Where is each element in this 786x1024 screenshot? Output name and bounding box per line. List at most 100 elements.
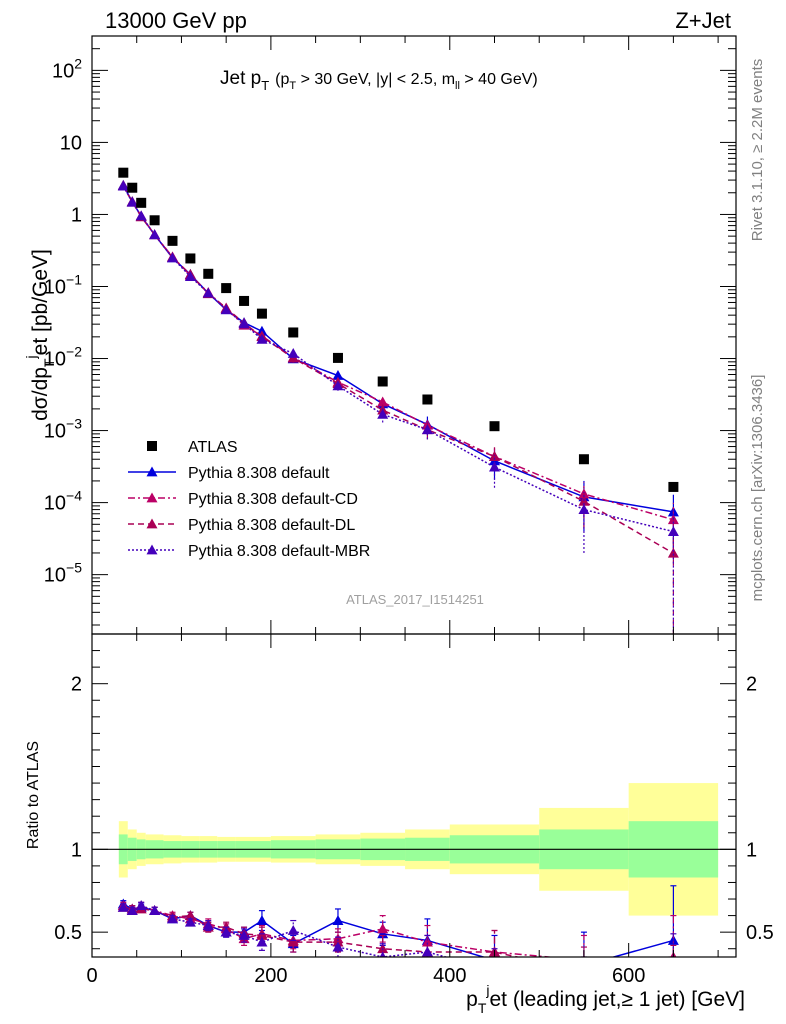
point-main [117, 180, 129, 191]
point-main [256, 333, 268, 344]
point-main [287, 348, 299, 358]
point-main [220, 304, 232, 315]
y-tick-base: 10 [44, 493, 66, 515]
y-tick-base: 10 [44, 421, 66, 443]
title-main: Jet p [220, 68, 261, 89]
point-ratio [220, 926, 232, 937]
ratio-tick-label-left: 1 [71, 839, 82, 861]
ylabel-b: et [pb/GeV] [29, 249, 52, 355]
point-ratio [421, 936, 433, 947]
atlas-point [422, 394, 433, 405]
atlas-point [668, 481, 679, 492]
point-ratio [421, 946, 433, 957]
x-axis-label: pTjet (leading jet,≥ 1 jet) [GeV] [466, 982, 745, 1016]
x-tick-label: 600 [612, 965, 645, 987]
y-tick-label: 10 [60, 132, 82, 154]
atlas-point [578, 454, 589, 465]
ratio-tick-label-left: 2 [71, 674, 82, 696]
series-line-ratio [122, 904, 674, 957]
y-tick-label: 10−5 [44, 560, 82, 587]
atlas-point [127, 182, 138, 193]
legend-marker [146, 544, 158, 555]
point-ratio [117, 901, 129, 912]
point-ratio [379, 951, 386, 957]
point-main [489, 450, 500, 461]
ratio-uncertainty-bands [92, 783, 736, 916]
point-main [202, 287, 214, 298]
point-main [667, 526, 679, 536]
point-ratio [184, 910, 196, 920]
y-tick-exp: −1 [66, 271, 82, 287]
y-tick-label: 102 [52, 55, 82, 82]
legend-entry-label: Pythia 8.308 default-MBR [188, 543, 370, 560]
atlas-point [332, 352, 343, 363]
header-left: 13000 GeV pp [105, 8, 247, 33]
point-main [578, 504, 590, 514]
title-cond-open: (p [275, 71, 289, 88]
y-tick-base: 1 [71, 204, 82, 226]
atlas-point [288, 327, 299, 338]
point-main [421, 424, 433, 435]
y-tick-label: 10−1 [44, 271, 82, 298]
y-tick-base: 10 [52, 60, 74, 82]
y-axis-label: dσ/dpTjet [pb/GeV] [23, 249, 57, 421]
y-tick-base: 10 [60, 132, 82, 154]
y-tick-base: 10 [44, 349, 66, 371]
point-ratio [578, 976, 589, 986]
ratio-y-label: Ratio to ATLAS [25, 741, 42, 849]
y-tick-exp: 2 [74, 55, 82, 71]
point-ratio [287, 924, 299, 935]
ratio-tick-label-left: 0.5 [54, 922, 82, 944]
point-ratio [489, 965, 500, 975]
x-tick-label: 0 [86, 965, 97, 987]
point-ratio [332, 936, 344, 947]
header-right: Z+Jet [675, 8, 731, 33]
x-tick-label: 200 [254, 965, 287, 987]
point-ratio [238, 929, 250, 940]
atlas-point [239, 295, 250, 306]
point-main [489, 461, 500, 472]
point-main [377, 408, 389, 419]
legend: ATLAS Pythia 8.308 default Pythia 8.308 de… [128, 439, 370, 560]
y-tick-label: 10−2 [44, 344, 82, 371]
series-line-ratio [123, 904, 449, 957]
y-tick-base: 10 [44, 276, 66, 298]
ratio-tick-label-right: 0.5 [746, 922, 774, 944]
ratio-panel-frame [91, 633, 737, 958]
atlas-point [203, 268, 214, 279]
rivet-label: Rivet 3.1.10, ≥ 2.2M events [749, 59, 766, 242]
xlabel-b: et (leading jet,≥ 1 jet) [GeV] [490, 988, 746, 1011]
atlas-point [256, 308, 267, 319]
title-cond-sub2: ll [455, 80, 460, 92]
point-ratio [332, 941, 344, 952]
atlas-point [136, 197, 147, 208]
y-tick-label: 10−3 [44, 416, 82, 443]
atlas-point [167, 235, 178, 246]
point-main [135, 210, 147, 221]
y-tick-base: 10 [44, 565, 66, 587]
xlabel-sup: j [485, 982, 489, 998]
point-main [126, 196, 138, 207]
point-ratio [377, 943, 389, 954]
point-ratio [149, 905, 161, 916]
atlas-point [221, 283, 232, 294]
ylabel-sup: j [23, 355, 39, 359]
point-ratio [668, 970, 679, 980]
title-cond-sub: T [289, 80, 296, 92]
point-ratio [126, 905, 138, 916]
xlabel-sub: T [478, 1000, 487, 1016]
main-series [117, 167, 679, 634]
analysis-id: ATLAS_2017_I1514251 [346, 592, 484, 607]
atlas-point [185, 253, 196, 264]
point-ratio [256, 929, 268, 940]
point-ratio [256, 915, 268, 925]
y-tick-exp: −3 [66, 416, 82, 432]
point-main [149, 229, 161, 240]
atlas-point [118, 167, 129, 178]
axis-ticks [91, 35, 736, 957]
ylabel-a: dσ/dp [29, 367, 52, 421]
chart-title: Jet pT (pT > 30 GeV, |y| < 2.5, mll > 40 … [220, 68, 538, 93]
ratio-tick-label-right: 1 [746, 839, 757, 861]
